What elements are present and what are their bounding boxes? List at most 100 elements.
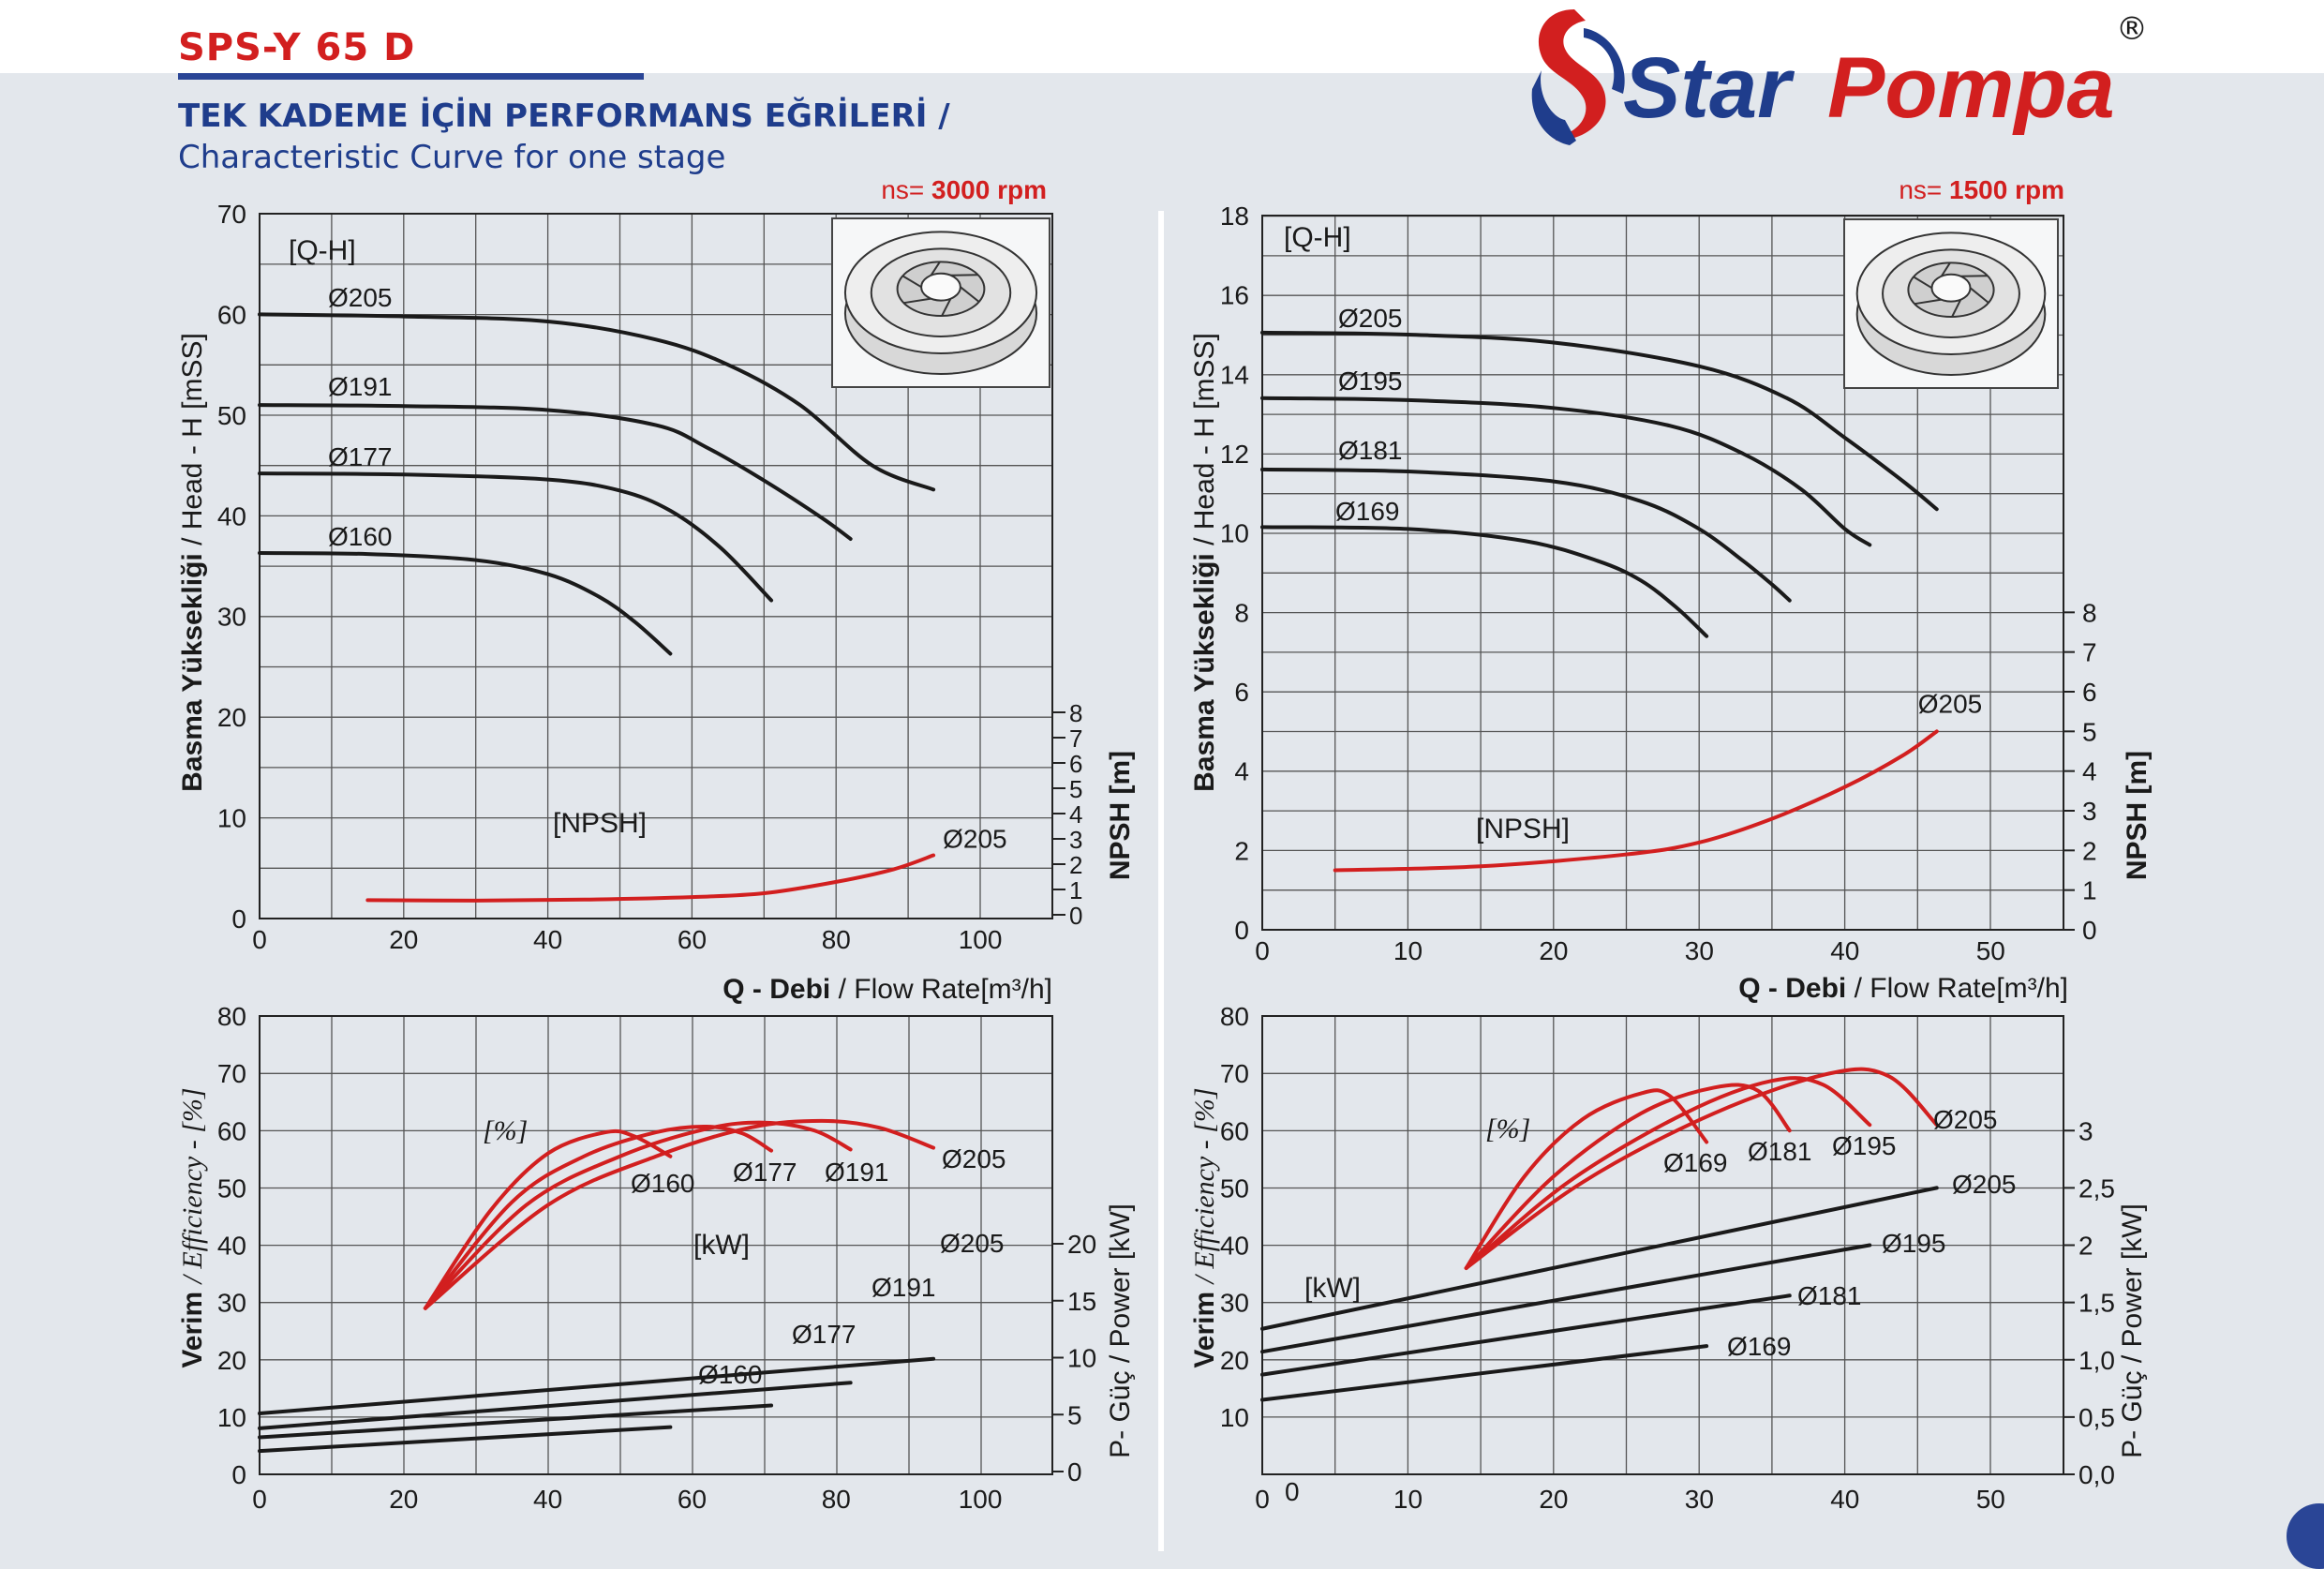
y-tick-label: 18 (1220, 202, 1249, 231)
title-english: Characteristic Curve for one stage (178, 139, 726, 176)
y-tick-label: 10 (217, 804, 246, 833)
curve-label: Ø205 (943, 825, 1007, 854)
brand-pompa: Pompa (1827, 40, 2115, 136)
y2-tick-label: 3 (2082, 797, 2097, 826)
y2-tick-label: 2 (2078, 1232, 2093, 1261)
curve-y-2 (1464, 1076, 1872, 1270)
y2-tick-label: 0 (1067, 1457, 1082, 1487)
x-tick-label: 60 (678, 1485, 707, 1514)
y2-tick-label: 0,0 (2078, 1460, 2115, 1489)
y-tick-label: 40 (217, 501, 246, 530)
y2-axis-label: NPSH [m] (1105, 751, 1136, 880)
logo-mark-icon (1531, 9, 1625, 145)
y-tick-label: 14 (1220, 360, 1249, 389)
brand-logo: Star Pompa ® (1531, 9, 2148, 145)
y2-tick-label: 8 (1069, 699, 1082, 727)
curve-label: Ø169 (1663, 1148, 1728, 1177)
curve-label: Ø169 (1727, 1332, 1792, 1361)
curve-y-1 (1260, 396, 1872, 547)
curve-y-1 (1464, 1083, 1792, 1270)
y2-tick-label: 1 (1069, 876, 1082, 904)
curve-label: Ø181 (1338, 436, 1403, 465)
y-tick-label: 70 (1220, 1059, 1249, 1088)
y-tick-label: 60 (217, 300, 246, 329)
y-axis-label: Basma Yüksekliği / Head - H [mSS] (177, 333, 208, 792)
y-tick-label: 80 (1220, 1002, 1249, 1031)
curve-y-3 (258, 551, 673, 656)
y2-tick-label: 3 (1069, 826, 1082, 854)
curve-label: Ø160 (698, 1360, 763, 1389)
y-tick-label: 50 (1220, 1173, 1249, 1203)
curve-label: Ø195 (1832, 1131, 1897, 1160)
y-tick-label: 20 (1220, 1346, 1249, 1375)
curve-label: Ø169 (1335, 497, 1400, 526)
x-tick-label: 40 (533, 1485, 562, 1514)
curve-label: Ø205 (1933, 1105, 1998, 1134)
y-tick-label: 0 (1234, 916, 1249, 945)
curve-y-3 (1464, 1067, 1939, 1270)
y2-tick-label: 3 (2078, 1116, 2093, 1145)
y-axis-label: Verim / Efficiency - [%] (1189, 1087, 1220, 1367)
curve-label: Ø160 (631, 1169, 695, 1198)
speed-label: ns= 1500 rpm (1899, 175, 2064, 204)
curve-label: Ø205 (1918, 689, 1982, 718)
x-extra-label: 0 (1285, 1477, 1300, 1506)
curve-y2-4 (365, 853, 936, 903)
y-tick-label: 12 (1220, 440, 1249, 469)
curve-y2-7 (1260, 1344, 1709, 1402)
y2-tick-label: 5 (1069, 775, 1082, 803)
y2-tick-label: 7 (1069, 725, 1082, 753)
y-tick-label: 10 (1220, 519, 1249, 548)
y2-tick-label: 6 (1069, 750, 1082, 778)
y2-tick-label: 8 (2082, 598, 2097, 627)
y-axis-label: Basma Yüksekliği / Head - H [mSS] (1189, 333, 1220, 792)
y-tick-label: 20 (217, 1346, 246, 1375)
curve-label: Ø205 (942, 1144, 1006, 1173)
y2-tick-label: 2,5 (2078, 1173, 2115, 1203)
y2-tick-label: 5 (2082, 717, 2097, 746)
registered-mark: ® (2116, 10, 2148, 48)
brand-star: Star (1623, 40, 1795, 136)
curve-label: Ø177 (328, 442, 393, 471)
curve-y-1 (258, 403, 853, 541)
curve-y-2 (1260, 467, 1792, 603)
header-band (0, 0, 2324, 73)
y2-axis-label: P- Güç / Power [kW] (1105, 1203, 1136, 1458)
curve-label: Ø191 (328, 372, 393, 401)
y2-tick-label: 4 (2082, 757, 2097, 786)
y-tick-label: 0 (231, 904, 246, 934)
x-axis-label: Q - Debi / Flow Rate[m³/h] (1738, 973, 2068, 1004)
y2-tick-label: 10 (1067, 1344, 1096, 1373)
y2-tick-label: 15 (1067, 1287, 1096, 1316)
npsh-tag: [NPSH] (553, 808, 647, 839)
eff-tag: [%] (1485, 1113, 1530, 1144)
curve-label: Ø205 (1952, 1170, 2017, 1199)
x-tick-label: 40 (1830, 936, 1859, 965)
y2-tick-label: 20 (1067, 1230, 1096, 1259)
y2-tick-label: 5 (1067, 1400, 1082, 1429)
curve-y2-7 (258, 1425, 673, 1454)
x-tick-label: 10 (1393, 936, 1423, 965)
curve-label: Ø205 (1338, 304, 1403, 333)
curve-label: Ø177 (792, 1320, 857, 1349)
curve-y2-4 (1260, 1186, 1939, 1331)
x-tick-label: 0 (252, 1485, 267, 1514)
y-tick-label: 30 (217, 1289, 246, 1318)
x-tick-label: 80 (822, 1485, 851, 1514)
y2-tick-label: 0 (1069, 902, 1082, 930)
curve-y-0 (258, 312, 936, 492)
y-tick-label: 50 (217, 1173, 246, 1203)
y-axis-label: Verim / Efficiency - [%] (177, 1087, 208, 1367)
qh-tag: [Q-H] (1284, 222, 1351, 253)
x-tick-label: 10 (1393, 1485, 1423, 1514)
y-tick-label: 10 (217, 1403, 246, 1432)
npsh-tag: [NPSH] (1476, 814, 1570, 844)
curve-y-0 (1260, 330, 1939, 512)
curve-y-2 (423, 1120, 853, 1310)
y-tick-label: 60 (217, 1116, 246, 1145)
y-tick-label: 60 (1220, 1116, 1249, 1145)
y2-axis-label: NPSH [m] (2122, 751, 2153, 880)
x-tick-label: 0 (1255, 1485, 1270, 1514)
y-tick-label: 10 (1220, 1403, 1249, 1432)
power-tag: [kW] (693, 1230, 750, 1261)
